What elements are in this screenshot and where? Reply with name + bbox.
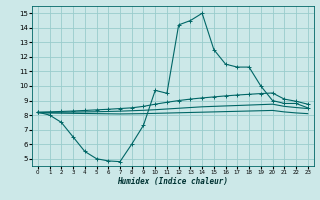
X-axis label: Humidex (Indice chaleur): Humidex (Indice chaleur) <box>117 177 228 186</box>
